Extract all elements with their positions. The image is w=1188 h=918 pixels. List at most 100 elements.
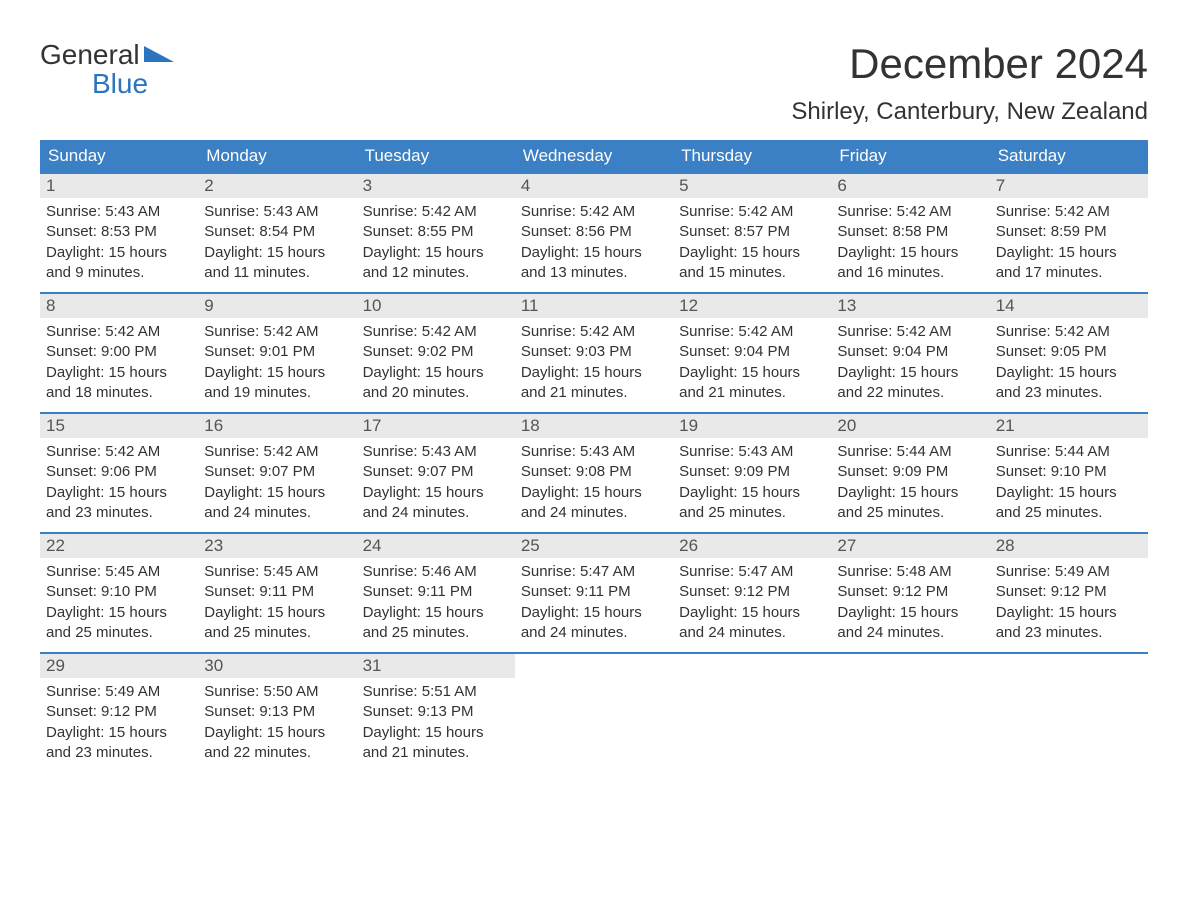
sunrise-text: Sunrise: 5:47 AM [679,562,825,582]
sunrise-text: Sunrise: 5:42 AM [521,202,667,222]
month-title: December 2024 [791,40,1148,88]
day-body: Sunrise: 5:42 AMSunset: 8:58 PMDaylight:… [831,198,989,291]
daylight-text-1: Daylight: 15 hours [996,483,1142,503]
day-cell: 22Sunrise: 5:45 AMSunset: 9:10 PMDayligh… [40,534,198,652]
daylight-text-2: and 13 minutes. [521,263,667,283]
weekday-header-row: SundayMondayTuesdayWednesdayThursdayFrid… [40,140,1148,172]
daylight-text-2: and 24 minutes. [204,503,350,523]
day-number: 29 [40,654,198,678]
day-cell: 28Sunrise: 5:49 AMSunset: 9:12 PMDayligh… [990,534,1148,652]
day-number [831,654,989,678]
sunrise-text: Sunrise: 5:44 AM [996,442,1142,462]
day-cell: 7Sunrise: 5:42 AMSunset: 8:59 PMDaylight… [990,174,1148,292]
day-empty [515,654,673,772]
sunrise-text: Sunrise: 5:42 AM [996,322,1142,342]
day-cell: 17Sunrise: 5:43 AMSunset: 9:07 PMDayligh… [357,414,515,532]
day-cell: 23Sunrise: 5:45 AMSunset: 9:11 PMDayligh… [198,534,356,652]
day-cell: 13Sunrise: 5:42 AMSunset: 9:04 PMDayligh… [831,294,989,412]
day-body: Sunrise: 5:50 AMSunset: 9:13 PMDaylight:… [198,678,356,771]
sunset-text: Sunset: 9:13 PM [204,702,350,722]
daylight-text-1: Daylight: 15 hours [521,243,667,263]
sunset-text: Sunset: 8:59 PM [996,222,1142,242]
daylight-text-1: Daylight: 15 hours [204,243,350,263]
sunset-text: Sunset: 8:56 PM [521,222,667,242]
daylight-text-2: and 23 minutes. [996,383,1142,403]
sunset-text: Sunset: 9:01 PM [204,342,350,362]
daylight-text-2: and 18 minutes. [46,383,192,403]
day-body: Sunrise: 5:42 AMSunset: 8:55 PMDaylight:… [357,198,515,291]
daylight-text-2: and 15 minutes. [679,263,825,283]
sunset-text: Sunset: 9:11 PM [204,582,350,602]
day-number [990,654,1148,678]
day-number: 4 [515,174,673,198]
day-body: Sunrise: 5:42 AMSunset: 9:01 PMDaylight:… [198,318,356,411]
day-body: Sunrise: 5:42 AMSunset: 9:06 PMDaylight:… [40,438,198,531]
day-cell: 21Sunrise: 5:44 AMSunset: 9:10 PMDayligh… [990,414,1148,532]
sunset-text: Sunset: 9:09 PM [837,462,983,482]
daylight-text-1: Daylight: 15 hours [837,603,983,623]
daylight-text-1: Daylight: 15 hours [521,483,667,503]
daylight-text-1: Daylight: 15 hours [679,603,825,623]
sunset-text: Sunset: 9:07 PM [204,462,350,482]
day-number: 17 [357,414,515,438]
header: General Blue December 2024 Shirley, Cant… [40,40,1148,126]
day-number: 31 [357,654,515,678]
day-cell: 1Sunrise: 5:43 AMSunset: 8:53 PMDaylight… [40,174,198,292]
daylight-text-2: and 19 minutes. [204,383,350,403]
day-number: 24 [357,534,515,558]
daylight-text-2: and 23 minutes. [46,503,192,523]
day-number [515,654,673,678]
weekday-header: Tuesday [357,140,515,172]
sunrise-text: Sunrise: 5:43 AM [363,442,509,462]
day-cell: 15Sunrise: 5:42 AMSunset: 9:06 PMDayligh… [40,414,198,532]
day-number: 13 [831,294,989,318]
day-cell: 31Sunrise: 5:51 AMSunset: 9:13 PMDayligh… [357,654,515,772]
daylight-text-2: and 20 minutes. [363,383,509,403]
daylight-text-1: Daylight: 15 hours [46,723,192,743]
sunrise-text: Sunrise: 5:42 AM [996,202,1142,222]
daylight-text-2: and 25 minutes. [996,503,1142,523]
daylight-text-2: and 25 minutes. [46,623,192,643]
sunrise-text: Sunrise: 5:42 AM [837,202,983,222]
day-number: 12 [673,294,831,318]
sunset-text: Sunset: 9:11 PM [521,582,667,602]
day-number: 30 [198,654,356,678]
sunrise-text: Sunrise: 5:42 AM [679,322,825,342]
sunset-text: Sunset: 8:54 PM [204,222,350,242]
daylight-text-1: Daylight: 15 hours [204,483,350,503]
day-body: Sunrise: 5:42 AMSunset: 8:59 PMDaylight:… [990,198,1148,291]
weekday-header: Saturday [990,140,1148,172]
sunrise-text: Sunrise: 5:49 AM [46,682,192,702]
day-body: Sunrise: 5:45 AMSunset: 9:11 PMDaylight:… [198,558,356,651]
day-cell: 14Sunrise: 5:42 AMSunset: 9:05 PMDayligh… [990,294,1148,412]
logo: General Blue [40,40,174,99]
sunset-text: Sunset: 9:08 PM [521,462,667,482]
day-number: 15 [40,414,198,438]
day-body: Sunrise: 5:42 AMSunset: 8:57 PMDaylight:… [673,198,831,291]
day-cell: 30Sunrise: 5:50 AMSunset: 9:13 PMDayligh… [198,654,356,772]
daylight-text-2: and 23 minutes. [46,743,192,763]
sunset-text: Sunset: 9:06 PM [46,462,192,482]
sunset-text: Sunset: 8:57 PM [679,222,825,242]
sunrise-text: Sunrise: 5:43 AM [204,202,350,222]
sunrise-text: Sunrise: 5:42 AM [46,442,192,462]
daylight-text-1: Daylight: 15 hours [204,603,350,623]
weekday-header: Sunday [40,140,198,172]
daylight-text-1: Daylight: 15 hours [46,483,192,503]
sunset-text: Sunset: 9:12 PM [46,702,192,722]
sunrise-text: Sunrise: 5:42 AM [204,442,350,462]
day-number: 28 [990,534,1148,558]
daylight-text-2: and 23 minutes. [996,623,1142,643]
location: Shirley, Canterbury, New Zealand [791,98,1148,126]
day-number [673,654,831,678]
sunset-text: Sunset: 9:03 PM [521,342,667,362]
day-body: Sunrise: 5:47 AMSunset: 9:12 PMDaylight:… [673,558,831,651]
day-cell: 19Sunrise: 5:43 AMSunset: 9:09 PMDayligh… [673,414,831,532]
day-cell: 6Sunrise: 5:42 AMSunset: 8:58 PMDaylight… [831,174,989,292]
daylight-text-1: Daylight: 15 hours [996,603,1142,623]
day-number: 20 [831,414,989,438]
title-block: December 2024 Shirley, Canterbury, New Z… [791,40,1148,126]
daylight-text-2: and 25 minutes. [363,623,509,643]
daylight-text-2: and 24 minutes. [521,623,667,643]
day-body: Sunrise: 5:42 AMSunset: 9:04 PMDaylight:… [673,318,831,411]
